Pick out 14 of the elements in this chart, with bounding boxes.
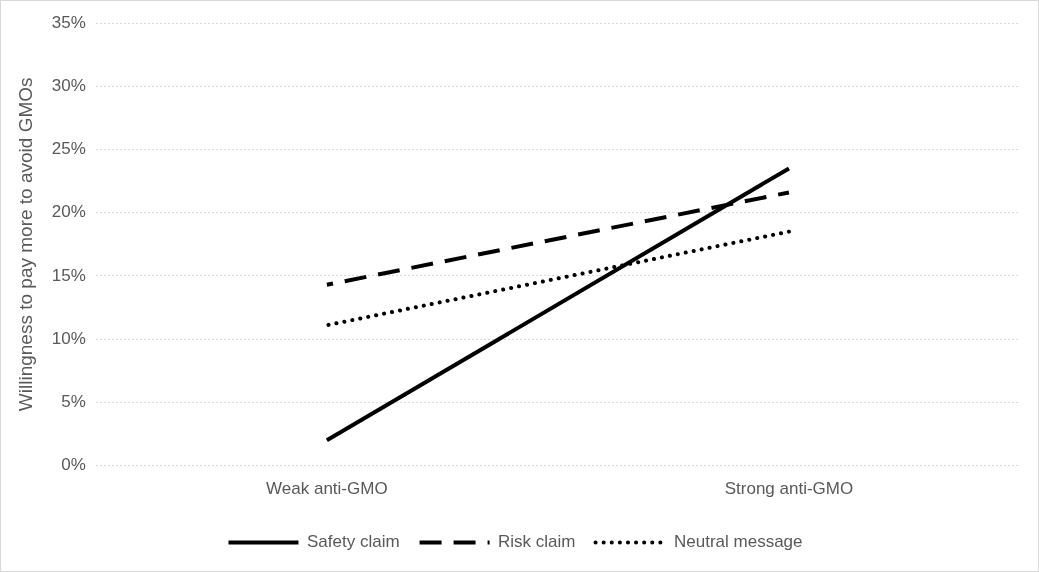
y-tick-label: 30% bbox=[51, 75, 86, 95]
x-tick-label: Strong anti-GMO bbox=[724, 479, 854, 499]
y-tick-label: 5% bbox=[61, 392, 86, 412]
y-tick-label: 20% bbox=[51, 202, 86, 222]
y-tick-label: 0% bbox=[61, 455, 86, 475]
legend-label: Safety claim bbox=[306, 532, 400, 552]
x-tick-label: Weak anti-GMO bbox=[266, 479, 388, 499]
legend-label: Neutral message bbox=[674, 532, 803, 552]
y-tick-label: 10% bbox=[51, 328, 86, 348]
legend-label: Risk claim bbox=[498, 532, 576, 552]
y-axis-title: Willingness to pay more to avoid GMOs bbox=[14, 77, 36, 412]
y-tick-label: 25% bbox=[51, 139, 86, 159]
y-tick-label: 15% bbox=[51, 265, 86, 285]
y-tick-label: 35% bbox=[51, 12, 86, 32]
